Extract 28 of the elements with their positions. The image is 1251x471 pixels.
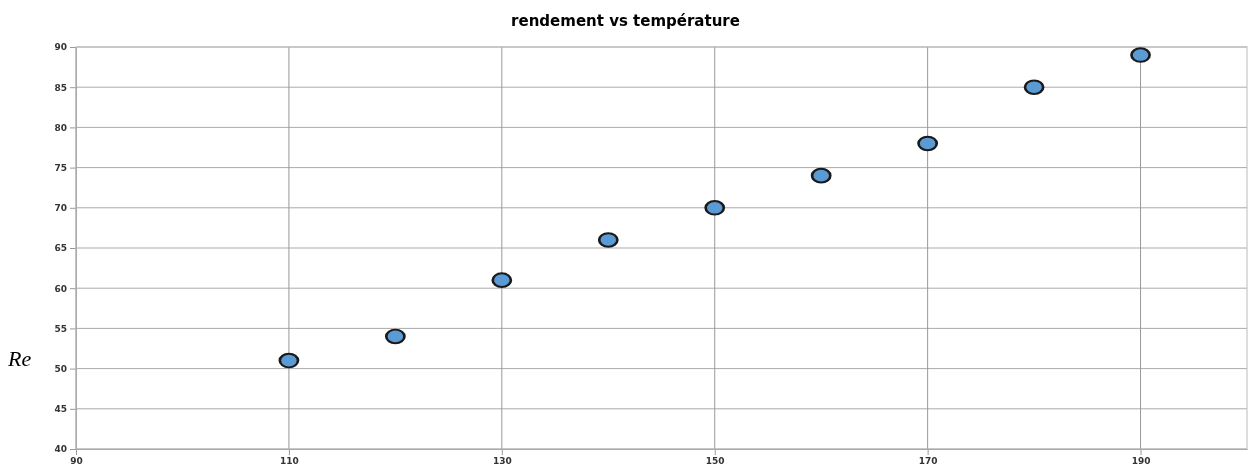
y-tick-label: 80 — [54, 122, 67, 133]
y-tick-label: 70 — [54, 203, 67, 214]
x-tick-label: 190 — [1131, 456, 1151, 467]
point — [598, 232, 619, 248]
point — [917, 135, 938, 152]
y-tick-label: 75 — [54, 162, 67, 173]
chart-title: rendement vs température — [511, 12, 740, 30]
point — [810, 167, 832, 184]
y-tick-label: 40 — [54, 444, 67, 455]
x-tick-label: 130 — [492, 456, 512, 467]
y-tick-label: 65 — [54, 243, 67, 254]
y-tick-label: 90 — [54, 42, 67, 53]
x-tick-label: 170 — [918, 456, 938, 467]
y-tick-label: 45 — [54, 404, 67, 415]
text: Re — [7, 345, 32, 371]
x-tick-label: 90 — [70, 456, 83, 467]
y-tick-label: 55 — [54, 323, 67, 334]
point — [1023, 79, 1045, 96]
point — [491, 272, 513, 289]
y-tick-label: 50 — [54, 363, 67, 374]
point — [1130, 47, 1151, 63]
point — [704, 199, 725, 216]
y-tick-label: 60 — [54, 283, 67, 294]
x-tick-label: 110 — [280, 456, 299, 467]
y-tick-label: 85 — [54, 82, 67, 93]
x-tick-label: 150 — [705, 456, 725, 467]
point — [278, 352, 300, 369]
point — [385, 328, 406, 345]
